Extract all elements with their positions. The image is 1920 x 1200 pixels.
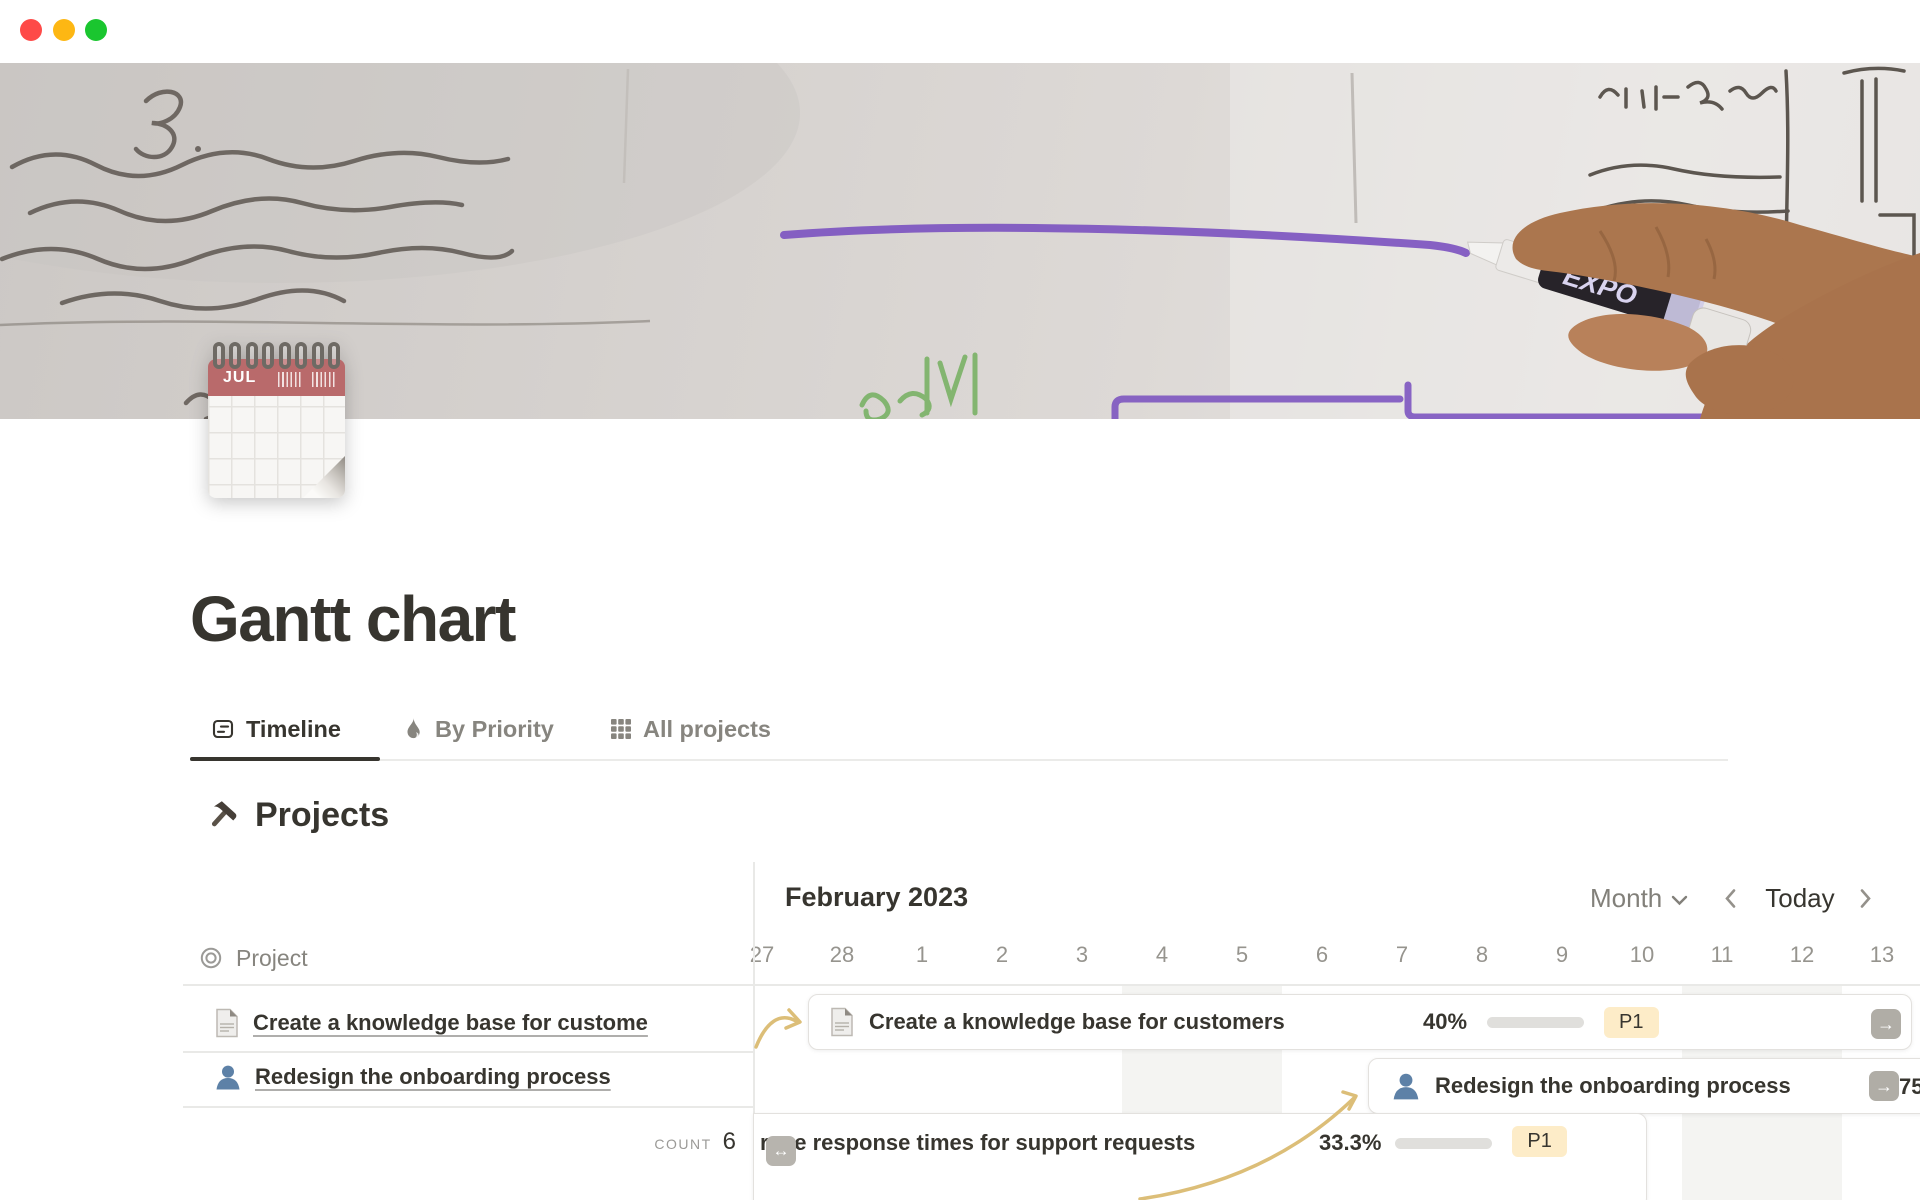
date-cell: 2 bbox=[995, 942, 1009, 967]
spiral-ring bbox=[229, 342, 241, 369]
row-divider bbox=[183, 1106, 753, 1108]
chevron-down-icon[interactable] bbox=[1671, 895, 1688, 906]
progress-percent-label-clipped: 75 bbox=[1899, 1074, 1920, 1099]
timeline-dates-row: 27 28 1 2 3 4 5 6 7 8 9 10 11 12 13 bbox=[722, 942, 1920, 968]
target-icon bbox=[199, 946, 223, 970]
page-title[interactable]: Gantt chart bbox=[190, 583, 516, 655]
timeline-month-label: February 2023 bbox=[785, 882, 969, 912]
date-cell: 27 bbox=[749, 942, 775, 967]
progress-percent-label: 40% bbox=[1423, 1009, 1468, 1034]
scroll-to-bar-button[interactable]: ↔ bbox=[766, 1136, 796, 1166]
progress-bar bbox=[1487, 1016, 1585, 1028]
date-cell: 3 bbox=[1075, 942, 1089, 967]
person-icon bbox=[1391, 1071, 1421, 1101]
flame-icon bbox=[403, 717, 424, 741]
spiral-ring bbox=[328, 342, 340, 369]
bar-title: Create a knowledge base for customers bbox=[869, 1009, 1285, 1034]
tab-by-priority[interactable]: By Priority bbox=[403, 710, 554, 748]
tab-label: All projects bbox=[643, 715, 771, 742]
gantt-bar-create-knowledge-base[interactable]: Create a knowledge base for customers 40… bbox=[808, 994, 1912, 1050]
table-row-create-knowledge-base[interactable]: Create a knowledge base for custome bbox=[214, 997, 648, 1049]
spiral-ring bbox=[279, 342, 291, 369]
spiral-ring bbox=[312, 342, 324, 369]
column-header-label: Project bbox=[236, 944, 308, 971]
close-button[interactable] bbox=[20, 19, 42, 41]
date-cell: 11 bbox=[1710, 942, 1734, 967]
spiral-ring bbox=[213, 342, 225, 369]
count-footer[interactable]: COUNT 6 bbox=[400, 1128, 736, 1156]
active-tab-underline bbox=[190, 757, 380, 761]
next-month-button[interactable] bbox=[1859, 888, 1872, 909]
calendar-tick-marks bbox=[278, 372, 303, 387]
bar-title: Redesign the onboarding process bbox=[1435, 1073, 1791, 1098]
document-icon bbox=[214, 1008, 240, 1038]
calendar-month-label: JUL bbox=[223, 369, 257, 386]
hand bbox=[1512, 203, 1920, 419]
header-divider bbox=[183, 984, 1920, 986]
count-value: 6 bbox=[722, 1128, 736, 1155]
window-titlebar bbox=[0, 0, 1920, 63]
calendar-grid bbox=[208, 396, 345, 498]
count-label: COUNT bbox=[654, 1136, 712, 1152]
date-cell: 9 bbox=[1555, 942, 1569, 967]
date-cell: 8 bbox=[1475, 942, 1489, 967]
today-button[interactable]: Today bbox=[1765, 882, 1835, 913]
tab-timeline[interactable]: Timeline bbox=[211, 710, 341, 748]
bar-title: rove response times for support requests bbox=[760, 1130, 1196, 1155]
grid-icon bbox=[610, 718, 632, 740]
timeline-icon bbox=[211, 717, 235, 741]
project-column-header[interactable]: Project bbox=[199, 938, 308, 978]
priority-badge: P1 bbox=[1512, 1126, 1567, 1157]
date-cell: 5 bbox=[1235, 942, 1249, 967]
date-cell: 28 bbox=[829, 942, 855, 967]
calendar-tick-marks bbox=[312, 372, 337, 387]
zoom-button[interactable] bbox=[85, 19, 107, 41]
date-cell: 13 bbox=[1869, 942, 1895, 967]
minimize-button[interactable] bbox=[53, 19, 75, 41]
page-curl bbox=[303, 456, 345, 498]
spiral-ring bbox=[295, 342, 307, 369]
spiral-ring bbox=[262, 342, 274, 369]
date-cell: 4 bbox=[1155, 942, 1169, 967]
row-divider bbox=[183, 1051, 753, 1053]
date-cell: 10 bbox=[1629, 942, 1655, 967]
progress-bar bbox=[1395, 1138, 1493, 1149]
previous-month-button[interactable] bbox=[1724, 888, 1737, 909]
document-icon bbox=[829, 1007, 855, 1037]
whiteboard-doodles: EXPO bbox=[0, 63, 1920, 419]
date-cell: 7 bbox=[1395, 942, 1409, 967]
date-cell: 6 bbox=[1315, 942, 1329, 967]
date-cell: 12 bbox=[1789, 942, 1815, 967]
scale-selector[interactable]: Month bbox=[1590, 882, 1663, 913]
timeline-controls: Month Today bbox=[1590, 880, 1872, 916]
spiral-ring bbox=[246, 342, 258, 369]
tab-all-projects[interactable]: All projects bbox=[610, 710, 771, 748]
tab-label: Timeline bbox=[246, 715, 341, 742]
priority-badge: P1 bbox=[1604, 1006, 1659, 1038]
tab-label: By Priority bbox=[435, 715, 554, 742]
person-icon bbox=[214, 1063, 242, 1091]
date-cell: 1 bbox=[915, 942, 929, 967]
gantt-bar-improve-response-times[interactable]: rove response times for support requests… bbox=[753, 1113, 1647, 1200]
page-icon-calendar[interactable]: JUL bbox=[208, 342, 345, 498]
section-title: Projects bbox=[255, 796, 390, 834]
section-header-projects: Projects bbox=[205, 796, 389, 835]
table-row-redesign-onboarding[interactable]: Redesign the onboarding process bbox=[214, 1051, 611, 1103]
progress-percent-label: 33.3% bbox=[1319, 1130, 1382, 1155]
gantt-bar-redesign-onboarding[interactable]: Redesign the onboarding process bbox=[1368, 1058, 1920, 1114]
table-vertical-divider[interactable] bbox=[753, 862, 755, 1200]
project-page-link[interactable]: Create a knowledge base for custome bbox=[253, 1010, 648, 1035]
open-bar-arrow-button[interactable]: → bbox=[1869, 1071, 1899, 1101]
project-page-link[interactable]: Redesign the onboarding process bbox=[255, 1064, 611, 1089]
open-bar-arrow-button[interactable]: → bbox=[1871, 1009, 1901, 1039]
hammer-icon bbox=[205, 799, 238, 832]
tabs-divider bbox=[190, 759, 1728, 761]
